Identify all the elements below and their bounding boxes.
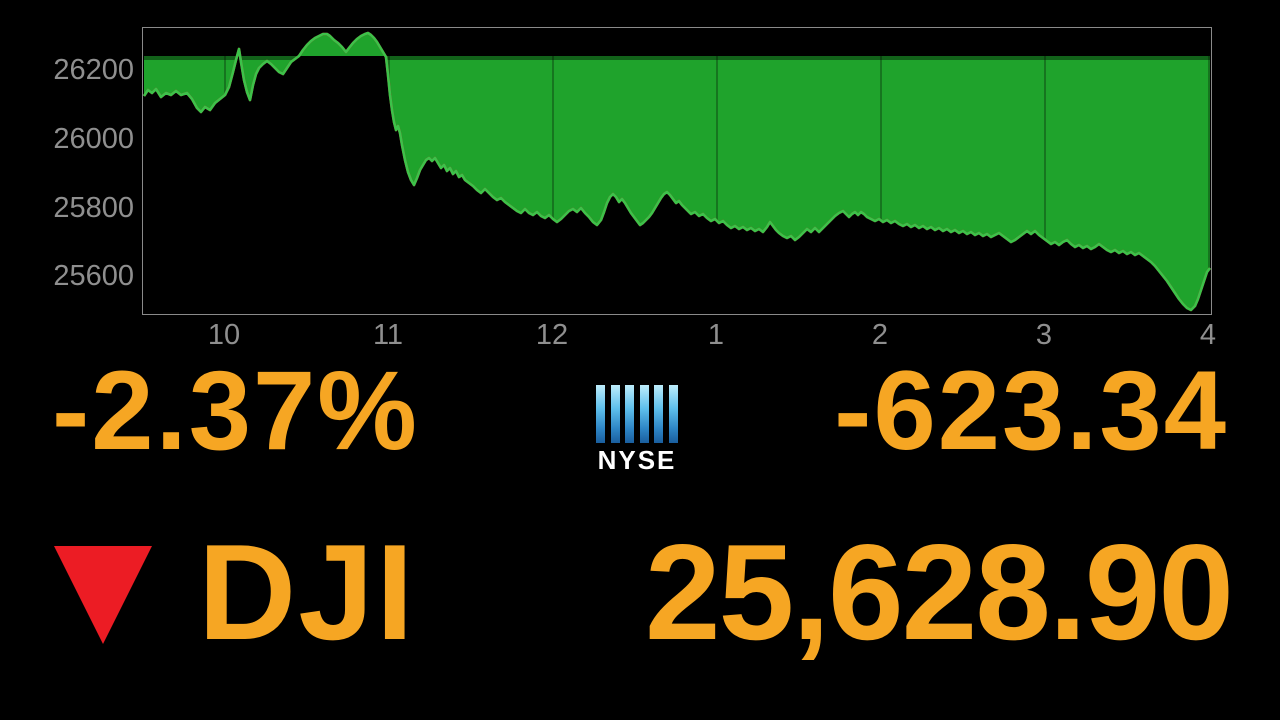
nyse-bar xyxy=(596,385,605,443)
nyse-bar xyxy=(668,385,678,443)
gain-area-fill xyxy=(144,33,1210,310)
baseline-shade xyxy=(143,56,1211,60)
nyse-logo-text: NYSE xyxy=(597,445,677,475)
x-axis-label: 1 xyxy=(707,319,725,351)
x-axis-label: 11 xyxy=(372,319,404,351)
chart-plot-area xyxy=(142,27,1212,315)
down-triangle-icon xyxy=(54,546,152,644)
x-axis-label: 10 xyxy=(207,319,241,351)
nyse-bar xyxy=(625,385,635,443)
y-axis-label: 25600 xyxy=(53,260,134,292)
hour-gridlines xyxy=(224,56,1210,314)
nyse-bar xyxy=(654,385,664,443)
points-change: -623.34 xyxy=(834,348,1228,473)
price-area-chart xyxy=(143,31,1211,314)
nyse-bar xyxy=(610,385,620,443)
ticker-symbol: DJI xyxy=(198,516,416,668)
nyse-logo: NYSE xyxy=(596,385,678,473)
y-axis-label: 26000 xyxy=(53,123,134,155)
x-axis-label: 2 xyxy=(871,319,889,351)
x-axis-label: 3 xyxy=(1035,319,1053,351)
y-axis-label: 25800 xyxy=(53,192,134,224)
nyse-logo-bars-icon xyxy=(596,385,678,443)
nyse-bar xyxy=(639,385,649,443)
percent-change: -2.37% xyxy=(52,348,419,473)
price-line-above-baseline xyxy=(143,31,1211,312)
y-axis-label: 26200 xyxy=(53,54,134,86)
last-price: 25,628.90 xyxy=(644,516,1234,668)
x-axis-label: 12 xyxy=(535,319,569,351)
x-axis-label: 4 xyxy=(1199,319,1217,351)
